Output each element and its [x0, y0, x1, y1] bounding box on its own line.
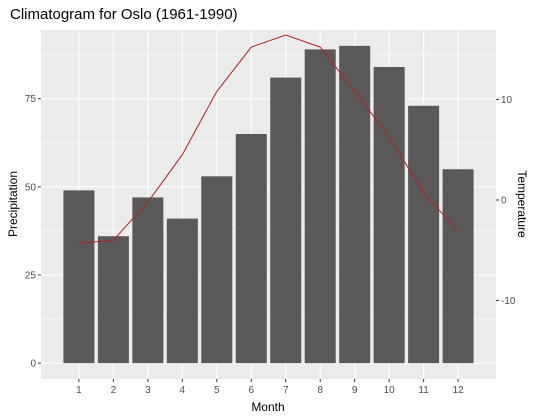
bar-month-12 — [442, 169, 474, 364]
x-tick-label: 6 — [248, 385, 254, 396]
bar-month-1 — [63, 190, 95, 364]
bar-month-9 — [339, 45, 371, 364]
x-tick-label: 8 — [317, 385, 323, 396]
x-tick-label: 11 — [418, 385, 429, 396]
left-tick-label: 25 — [25, 271, 37, 282]
bar-month-10 — [373, 67, 405, 364]
x-tick-label: 2 — [111, 385, 117, 396]
x-axis-label: Month — [251, 400, 284, 414]
temperature-line — [78, 34, 459, 244]
bar-month-4 — [166, 218, 198, 364]
x-tick-label: 12 — [453, 385, 465, 396]
y-axis-label: Precipitation — [6, 171, 20, 237]
x-tick-label: 1 — [76, 385, 82, 396]
x-tick-label: 7 — [283, 385, 289, 396]
right-axis-ticks: -10 0 10 — [496, 95, 516, 307]
x-tick-label: 4 — [180, 385, 186, 396]
x-tick-label: 9 — [352, 385, 358, 396]
y2-axis-label: Temperature — [515, 170, 529, 238]
right-tick-label: 10 — [501, 95, 513, 106]
bar-month-8 — [304, 49, 336, 364]
x-axis-ticks: 1 2 3 4 5 6 7 8 9 10 11 12 — [76, 379, 464, 396]
x-tick-label: 5 — [214, 385, 220, 396]
bar-month-3 — [132, 197, 164, 364]
bar-month-2 — [97, 236, 129, 364]
bar-month-5 — [201, 176, 233, 364]
left-tick-label: 75 — [25, 94, 37, 105]
x-tick-label: 10 — [384, 385, 396, 396]
right-tick-label: -10 — [501, 296, 516, 307]
chart-title: Climatogram for Oslo (1961-1990) — [10, 6, 238, 23]
left-tick-label: 50 — [25, 182, 37, 193]
left-tick-label: 0 — [30, 359, 36, 370]
bar-month-7 — [270, 77, 302, 364]
left-axis-ticks: 0 25 50 75 — [25, 94, 41, 370]
right-tick-label: 0 — [501, 195, 507, 206]
precipitation-bars — [63, 45, 474, 364]
bar-month-6 — [235, 133, 267, 364]
x-tick-label: 3 — [145, 385, 151, 396]
bar-month-11 — [408, 105, 440, 364]
